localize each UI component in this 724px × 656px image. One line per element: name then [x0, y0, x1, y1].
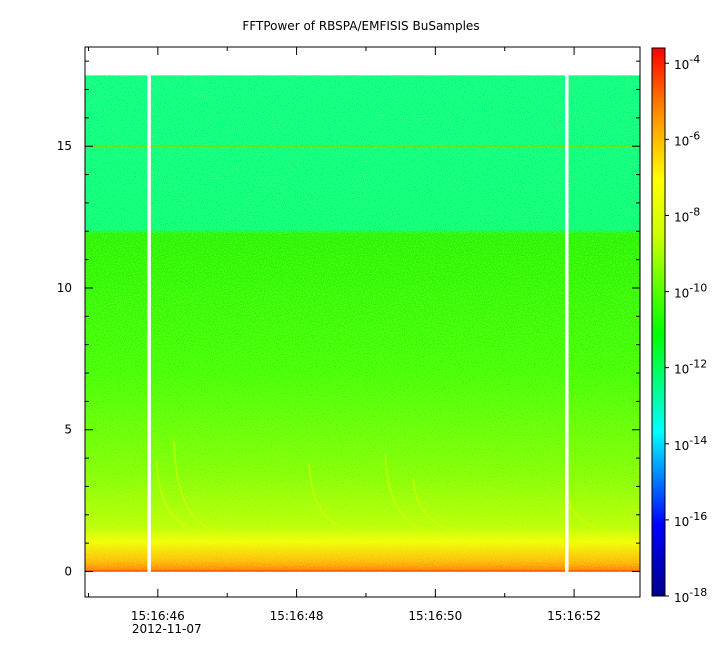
colorbar-tick-label: 10-16: [674, 510, 707, 529]
colorbar-tick-label: 10-14: [674, 434, 707, 453]
x-tick-label: 15:16:46: [131, 609, 185, 623]
y-tick-label: 15: [57, 139, 72, 153]
y-axis: 0 5 10 15: [57, 60, 640, 578]
x-axis: 15:16:46 15:16:48 15:16:50 15:16:52: [87, 47, 601, 623]
colorbar-tick-label: 10-18: [674, 586, 707, 605]
colorbar-tick-label: 10-10: [674, 282, 707, 301]
x-axis-date-label: 2012-11-07: [132, 622, 202, 636]
colorbar-ticks: 10-18 10-16 10-14 10-12 10-10 10-8 10-6 10-4: [665, 53, 707, 605]
y-tick-label: 10: [57, 281, 72, 295]
spectrogram-texture: [85, 75, 640, 572]
colorbar-tick-label: 10-4: [674, 53, 700, 72]
chorus-arc: [155, 460, 201, 533]
data-gap: [565, 74, 569, 573]
chorus-arc: [173, 441, 219, 533]
plot-frame: [84, 46, 641, 598]
colorbar-tick-label: 10-6: [674, 129, 700, 148]
x-tick-label: 15:16:50: [408, 609, 462, 623]
y-tick-label: 0: [64, 564, 72, 578]
data-gap: [147, 74, 151, 573]
y-tick-label: 5: [64, 423, 72, 437]
x-tick-label: 15:16:48: [270, 609, 324, 623]
chart-title: FFTPower of RBSPA/EMFISIS BuSamples: [242, 19, 479, 33]
chorus-arc: [384, 455, 430, 533]
colorbar: [651, 47, 666, 597]
chorus-arc: [308, 463, 354, 533]
chorus-arc: [412, 477, 458, 533]
x-tick-label: 15:16:52: [547, 609, 601, 623]
spectrogram-image: [85, 74, 640, 573]
colorbar-tick-label: 10-12: [674, 358, 707, 377]
colorbar-tick-label: 10-8: [674, 205, 700, 224]
